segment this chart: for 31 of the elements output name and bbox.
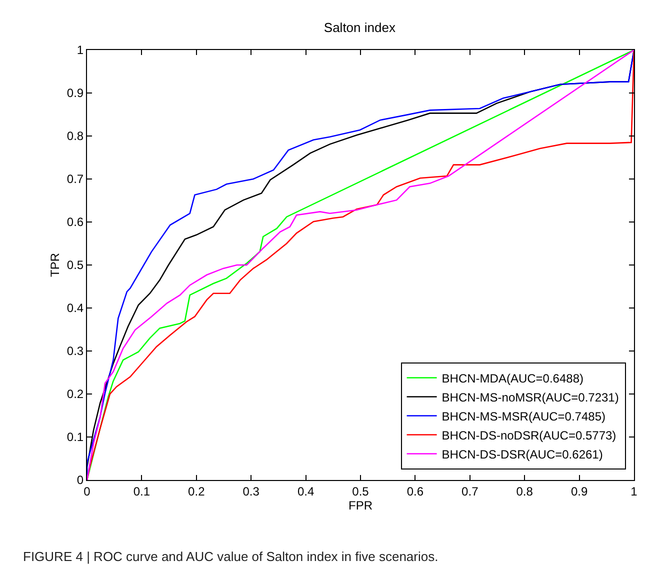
y-tick-label: 0 [76, 473, 84, 488]
x-axis-title: FPR [348, 498, 373, 512]
x-tick-label: 0.6 [406, 484, 424, 498]
y-tick-label: 0.7 [66, 172, 84, 186]
y-tick-label: 0.4 [66, 301, 84, 316]
legend-label: BHCN-DS-DSR(AUC=0.6261) [442, 447, 603, 462]
y-tick-label: 0.9 [66, 86, 84, 100]
x-tick-label: 0.7 [462, 484, 479, 498]
y-axis-title: TPR [48, 252, 62, 277]
legend-label: BHCN-MS-MSR(AUC=0.7485) [442, 409, 606, 424]
y-tick-label: 0.5 [66, 258, 84, 272]
y-tick-label: 0.8 [66, 129, 84, 144]
x-tick-label: 0.2 [188, 484, 206, 498]
y-tick-label: 1 [76, 43, 84, 58]
y-tick-label: 0.1 [66, 430, 84, 444]
x-tick-label: 0.8 [516, 484, 534, 498]
y-tick-label: 0.3 [66, 344, 84, 358]
x-tick-label: 0.5 [352, 484, 370, 498]
y-tick-label: 0.2 [66, 387, 84, 402]
y-tick-label: 0.6 [66, 215, 84, 230]
x-tick-label: 1 [630, 484, 638, 498]
legend-label: BHCN-MDA(AUC=0.6488) [442, 371, 584, 386]
x-tick-label: 0.9 [570, 484, 588, 498]
legend-label: BHCN-MS-noMSR(AUC=0.7231) [442, 390, 619, 404]
line-series [87, 50, 634, 480]
chart-title: Salton index [324, 20, 396, 36]
caption: FIGURE 4 | ROC curve and AUC value of Salton index in five scenarios. [23, 549, 438, 564]
x-tick-label: 0.1 [133, 484, 150, 498]
x-tick-label: 0.3 [242, 484, 260, 498]
legend-label: BHCN-DS-noDSR(AUC=0.5773) [442, 428, 616, 442]
x-tick-label: 0.4 [297, 484, 314, 498]
